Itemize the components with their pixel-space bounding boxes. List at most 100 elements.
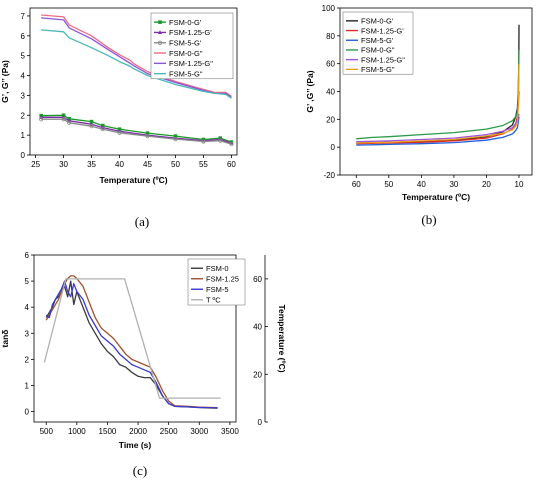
series-line-fsm-5-g (356, 116, 520, 146)
caption-c: (c) (133, 463, 147, 478)
series-line-fsm-5-g (41, 29, 232, 99)
y-axis-title: tanδ (0, 330, 10, 348)
legend-label: FSM-5-G' (169, 38, 202, 47)
legend-label: FSM-0-G" (361, 46, 395, 55)
legend-label: FSM-0-G' (169, 18, 202, 27)
data-point-fsm-5-g (67, 120, 72, 125)
y-axis-title: G’ ,G’’ (Pa) (305, 70, 315, 112)
x-tick-label: 30 (59, 160, 68, 169)
y2-tick-label: 40 (253, 323, 262, 332)
y-tick-label: 6 (21, 32, 26, 41)
legend-label: FSM-1.25-G' (169, 28, 212, 37)
y-tick-label: 0 (25, 408, 30, 417)
data-point-fsm-5-g (39, 117, 44, 122)
chart-panel-c: 500 1000 1500 2000 2500 3000 35000123456020406… (0, 251, 287, 450)
x-tick-label: 40 (417, 180, 426, 189)
x-tick-label: 2000 (129, 427, 147, 436)
data-point-fsm-5-g (218, 138, 223, 143)
data-point-fsm-5-g (145, 134, 150, 139)
plot-frame (29, 7, 238, 156)
x-tick-label: 1500 (99, 427, 117, 436)
y2-tick-label: 0 (258, 418, 263, 427)
x-axis-title: Temperature (ºC) (402, 192, 470, 202)
series-line-fsm-5-g (356, 63, 520, 144)
x-tick-label: 60 (227, 160, 236, 169)
y-tick-label: 2 (21, 111, 26, 120)
legend-label: T ºC (206, 295, 221, 304)
data-point-fsm-5-g (100, 127, 105, 132)
legend-marker (158, 30, 162, 35)
x-tick-label: 35 (87, 160, 96, 169)
x-tick-label: 60 (352, 180, 361, 189)
legend-box (150, 12, 234, 80)
y-tick-label: 3 (21, 91, 26, 100)
y-tick-label: 20 (326, 115, 335, 124)
data-point-fsm-5-g (89, 124, 94, 129)
y-tick-label: 80 (326, 32, 335, 41)
series-line-fsm-1-25-g (356, 91, 520, 145)
y-axis-title: G’, G’’ (Pa) (0, 60, 10, 103)
x-axis-title: Temperature (ºC) (99, 175, 167, 185)
y-tick-label: 100 (322, 4, 336, 13)
plot-frame (33, 254, 237, 423)
y-tick-label: -20 (323, 171, 335, 180)
legend-label: FSM-5-G" (361, 65, 395, 74)
data-point-fsm-5-g (61, 117, 66, 122)
caption-a: (a) (135, 214, 149, 229)
x-tick-label: 50 (171, 160, 180, 169)
x-tick-label: 20 (482, 180, 491, 189)
x-tick-label: 45 (143, 160, 152, 169)
legend-label: FSM-5-G' (361, 36, 394, 45)
y-tick-label: 4 (21, 72, 26, 81)
x-tick-label: 40 (115, 160, 124, 169)
y2-tick-label: 20 (253, 370, 262, 379)
legend-label: FSM-5-G" (169, 69, 203, 78)
y-tick-label: 4 (25, 303, 30, 312)
series-line-fsm-5-g (41, 118, 232, 145)
data-point-fsm-5-g (201, 139, 206, 144)
series-line-fsm-0-g (41, 14, 232, 97)
legend-box (187, 258, 246, 306)
legend-label: FSM-1.25 (206, 274, 239, 283)
y-tick-label: 6 (25, 251, 30, 260)
x-tick-label: 25 (31, 160, 40, 169)
y-tick-label: 0 (21, 151, 26, 160)
y-tick-label: 2 (25, 355, 30, 364)
legend-label: FSM-0-G" (169, 49, 203, 58)
legend-marker (157, 40, 163, 45)
caption-b: (b) (421, 212, 436, 227)
x-tick-label: 55 (199, 160, 208, 169)
y-tick-label: 1 (25, 381, 30, 390)
y2-axis-title: Temperature (ºC) (277, 304, 287, 372)
legend-label: FSM-1.25-G' (361, 26, 404, 35)
x-tick-label: 500 (40, 427, 54, 436)
legend-marker (158, 20, 162, 24)
data-point-fsm-5-g (229, 141, 234, 147)
y-tick-label: 40 (326, 88, 335, 97)
series-line-fsm-1-25 (45, 275, 218, 409)
legend-box (342, 11, 414, 75)
y2-tick-label: 60 (253, 275, 262, 284)
series-line-t-c (43, 278, 221, 399)
y-tick-label: 7 (21, 12, 26, 21)
x-tick-label: 1000 (68, 427, 86, 436)
x-tick-label: 50 (384, 180, 393, 189)
y-tick-label: 5 (21, 52, 26, 61)
legend-label: FSM-0-G' (361, 17, 394, 26)
y-tick-label: 60 (326, 60, 335, 69)
legend-label: FSM-5 (206, 285, 229, 294)
data-point-fsm-5-g (173, 137, 178, 142)
legend-label: FSM-0 (206, 264, 229, 273)
x-tick-label: 3500 (221, 427, 239, 436)
y-tick-label: 5 (25, 277, 30, 286)
y-tick-label: 1 (21, 131, 26, 140)
legend-label: FSM-1.25-G" (169, 59, 213, 68)
x-axis-title: Time (s) (119, 440, 152, 450)
y-tick-label: 3 (25, 329, 30, 338)
chart-panel-b: 60 50 40 30 20 10 -20 0 20 40 60 80 100 Temperature (… (305, 4, 533, 202)
x-tick-label: 30 (449, 180, 458, 189)
x-tick-label: 2500 (160, 427, 178, 436)
x-tick-label: 10 (515, 180, 524, 189)
